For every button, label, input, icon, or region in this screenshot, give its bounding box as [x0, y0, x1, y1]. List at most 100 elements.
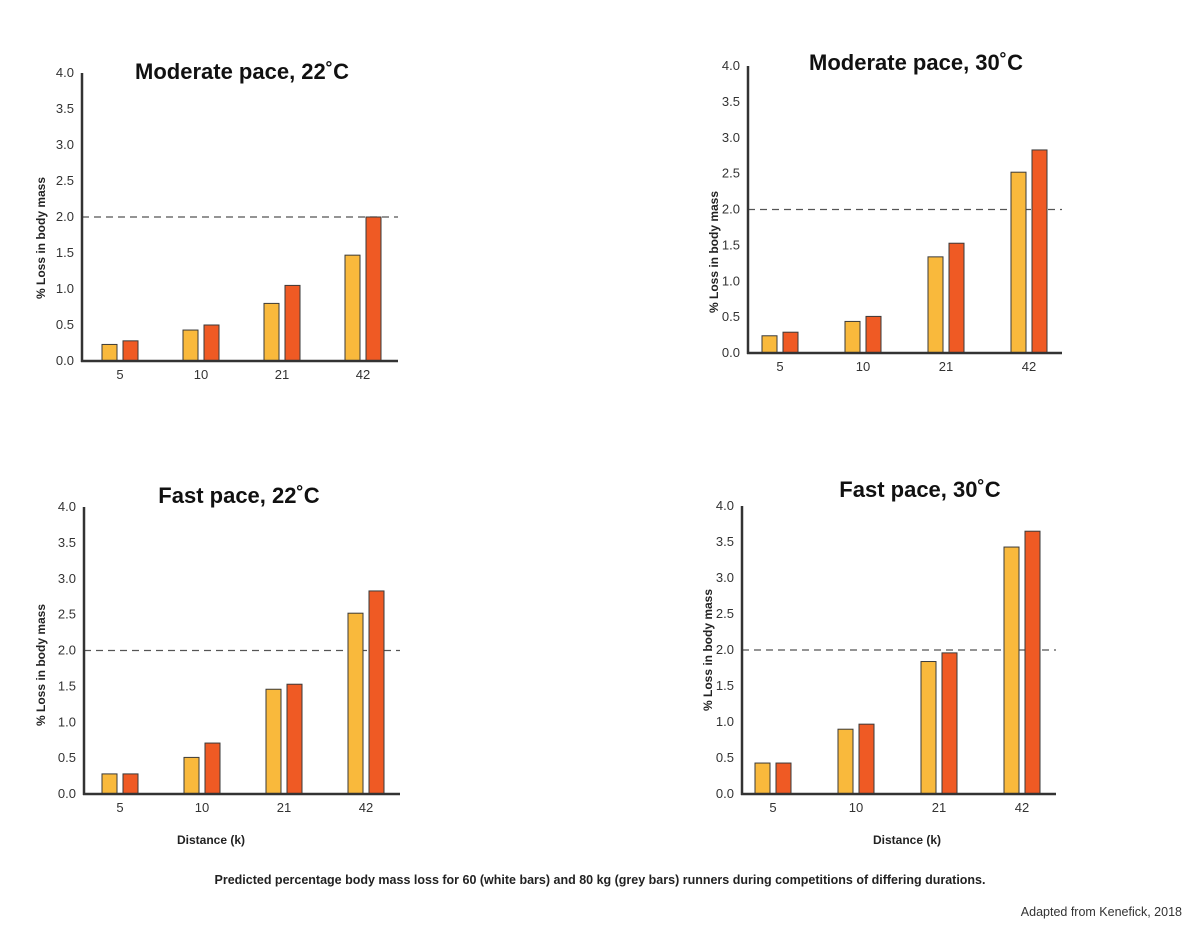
bar-60kg-21	[927, 256, 944, 354]
x-tick-label: 10	[195, 800, 209, 815]
y-tick-label: 0.5	[716, 750, 734, 765]
chart-moderate-22c: Moderate pace, 22˚C % Loss in body mass …	[34, 59, 398, 382]
y-tick-label: 3.0	[716, 570, 734, 585]
bar-60kg-42	[1003, 546, 1020, 795]
bar-80kg-5	[122, 340, 139, 362]
y-tick-label: 3.5	[716, 534, 734, 549]
bar-80kg-42	[1031, 149, 1048, 354]
y-tick-label: 2.0	[56, 209, 74, 224]
y-tick-label: 1.5	[56, 245, 74, 260]
bar-60kg-42	[1010, 171, 1027, 354]
bar-80kg-5	[782, 331, 799, 354]
y-tick-label: 4.0	[716, 498, 734, 513]
figure-caption: Predicted percentage body mass loss for …	[214, 873, 986, 887]
bar-80kg-21	[284, 284, 301, 362]
x-tick-label: 42	[356, 367, 370, 382]
y-tick-label: 3.0	[722, 130, 740, 145]
x-tick-label: 21	[939, 359, 953, 374]
bar-60kg-21	[263, 302, 280, 362]
x-tick-label: 10	[194, 367, 208, 382]
y-tick-label: 3.5	[56, 101, 74, 116]
x-tick-label: 42	[1022, 359, 1036, 374]
x-axis-label: Distance (k)	[177, 833, 245, 847]
x-tick-label: 5	[769, 800, 776, 815]
y-tick-label: 3.0	[56, 137, 74, 152]
x-tick-label: 5	[776, 359, 783, 374]
bar-80kg-10	[204, 742, 221, 795]
x-tick-label: 21	[932, 800, 946, 815]
y-tick-label: 2.0	[58, 643, 76, 658]
y-axis-label: % Loss in body mass	[34, 604, 48, 726]
chart-title: Fast pace, 22˚C	[158, 483, 320, 508]
chart-moderate-30c: Moderate pace, 30˚C % Loss in body mass …	[707, 50, 1062, 374]
bar-60kg-5	[754, 762, 771, 795]
y-tick-label: 3.0	[58, 571, 76, 586]
bar-80kg-42	[368, 590, 385, 795]
bar-60kg-42	[347, 612, 364, 795]
y-tick-label: 1.5	[716, 678, 734, 693]
bar-60kg-10	[182, 329, 199, 362]
y-tick-label: 2.5	[58, 607, 76, 622]
x-tick-label: 10	[849, 800, 863, 815]
bar-80kg-5	[122, 773, 139, 795]
chart-fast-30c: Fast pace, 30˚C % Loss in body mass 0.0 0…	[701, 477, 1056, 847]
y-tick-label: 1.0	[722, 273, 740, 288]
x-tick-label: 42	[359, 800, 373, 815]
y-tick-label: 1.0	[58, 714, 76, 729]
bar-60kg-10	[183, 756, 200, 795]
y-tick-label: 4.0	[58, 499, 76, 514]
bar-60kg-5	[101, 343, 118, 362]
x-tick-label: 5	[116, 367, 123, 382]
y-axis-label: % Loss in body mass	[701, 589, 715, 711]
svg-text:% Loss in body mass: % Loss in body mass	[34, 604, 48, 726]
svg-text:% Loss in body mass: % Loss in body mass	[34, 177, 48, 299]
x-tick-label: 21	[275, 367, 289, 382]
bar-80kg-21	[948, 242, 965, 354]
bar-60kg-21	[265, 688, 282, 795]
y-tick-label: 2.5	[722, 166, 740, 181]
y-tick-label: 1.5	[58, 678, 76, 693]
y-tick-label: 2.5	[56, 173, 74, 188]
y-tick-label: 1.5	[722, 237, 740, 252]
y-tick-label: 0.5	[56, 317, 74, 332]
bar-80kg-21	[286, 683, 303, 795]
bar-60kg-5	[101, 773, 118, 795]
bar-60kg-5	[761, 335, 778, 354]
y-tick-label: 0.0	[58, 786, 76, 801]
chart-fast-22c: Fast pace, 22˚C % Loss in body mass 0.0 0…	[34, 483, 400, 847]
x-axis-label: Distance (k)	[873, 833, 941, 847]
y-tick-label: 0.5	[58, 750, 76, 765]
bar-80kg-10	[865, 315, 882, 354]
bar-60kg-10	[837, 728, 854, 795]
y-tick-label: 0.0	[722, 345, 740, 360]
chart-title: Moderate pace, 22˚C	[135, 59, 349, 84]
y-tick-label: 0.0	[716, 786, 734, 801]
bar-60kg-21	[920, 661, 937, 795]
x-tick-label: 10	[856, 359, 870, 374]
y-tick-label: 1.0	[716, 714, 734, 729]
bar-80kg-42	[365, 216, 382, 362]
y-tick-label: 2.5	[716, 606, 734, 621]
y-tick-label: 2.0	[716, 642, 734, 657]
bar-80kg-42	[1024, 530, 1041, 795]
bar-60kg-42	[344, 254, 361, 362]
y-axis-label: % Loss in body mass	[707, 191, 721, 313]
bar-60kg-10	[844, 320, 861, 354]
y-axis-label: % Loss in body mass	[34, 177, 48, 299]
bar-80kg-10	[858, 723, 875, 795]
svg-text:% Loss in body mass: % Loss in body mass	[707, 191, 721, 313]
y-tick-label: 3.5	[722, 94, 740, 109]
y-tick-label: 3.5	[58, 535, 76, 550]
bar-80kg-5	[775, 762, 792, 795]
y-tick-label: 4.0	[722, 58, 740, 73]
y-tick-label: 1.0	[56, 281, 74, 296]
y-tick-label: 0.0	[56, 353, 74, 368]
x-tick-label: 42	[1015, 800, 1029, 815]
bar-80kg-10	[203, 324, 220, 362]
source-credit: Adapted from Kenefick, 2018	[1020, 905, 1182, 919]
chart-title: Fast pace, 30˚C	[839, 477, 1001, 502]
y-tick-label: 0.5	[722, 309, 740, 324]
bar-80kg-21	[941, 652, 958, 795]
svg-text:% Loss in body mass: % Loss in body mass	[701, 589, 715, 711]
y-tick-label: 2.0	[722, 202, 740, 217]
